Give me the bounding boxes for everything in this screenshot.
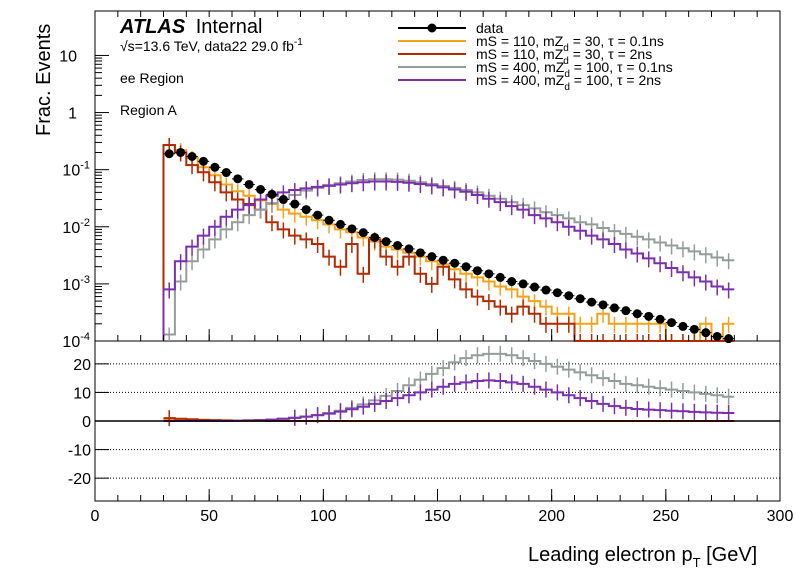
xtick-label-0: 0	[91, 508, 100, 525]
data-point-44	[667, 318, 677, 328]
data-point-26	[461, 262, 471, 272]
data-point-49	[724, 334, 734, 344]
data-point-41	[632, 309, 642, 319]
data-point-8	[256, 184, 266, 194]
data-point-10	[278, 195, 288, 205]
top-panel-frame	[94, 10, 781, 342]
data-point-18	[370, 232, 380, 242]
lumi-exponent: -1	[294, 37, 303, 48]
xtick-label-5: 250	[652, 508, 679, 525]
data-point-48	[712, 331, 722, 341]
bottom-panel-y-ticks: 20 10 0 -10 -20	[68, 357, 109, 488]
xtick-label-2: 100	[310, 508, 337, 525]
xtick-label-4: 200	[538, 508, 565, 525]
data-point-46	[689, 324, 699, 334]
xtick-label-6: 300	[767, 508, 794, 525]
data-point-3	[198, 156, 208, 166]
bottom-ytick-label-0: 20	[73, 357, 91, 374]
data-point-45	[678, 321, 688, 331]
data-point-38	[598, 300, 608, 310]
data-point-19	[381, 237, 391, 247]
data-point-4	[210, 162, 220, 172]
data-point-37	[587, 297, 597, 307]
legend-label-2: mS = 110, mZd = 30, τ = 2ns	[476, 46, 652, 67]
data-point-47	[701, 328, 711, 338]
data-point-33	[541, 285, 551, 295]
xtick-label-3: 150	[424, 508, 451, 525]
data-point-12	[301, 205, 311, 215]
data-point-5	[221, 168, 231, 178]
data-point-22	[415, 248, 425, 258]
top-ytick-label-0: 10-4	[62, 331, 90, 351]
y-axis-label: Frac. Events	[33, 24, 55, 136]
data-point-30	[507, 277, 517, 287]
top-ytick-label-3: 10-1	[62, 160, 90, 180]
top-ytick-label-4: 1	[68, 106, 77, 123]
data-point-28	[484, 269, 494, 279]
region-label-a: Region A	[120, 102, 177, 118]
bottom-ytick-label-2: 0	[82, 414, 91, 431]
bottom-ytick-label-4: -20	[68, 471, 91, 488]
data-point-32	[530, 282, 540, 292]
legend-label-3: mS = 400, mZd = 100, τ = 0.1ns	[476, 59, 673, 80]
legend-label-4: mS = 400, mZd = 100, τ = 2ns	[476, 72, 661, 93]
x-axis-label-sub: T	[693, 555, 701, 570]
atlas-logo-text: ATLAS	[119, 16, 186, 38]
energy-lumi-label: √s=13.6 TeV, data22 29.0 fb-1	[120, 37, 303, 54]
data-point-20	[393, 241, 403, 251]
x-axis-label: Leading electron pT [GeV]	[528, 544, 757, 570]
data-point-16	[347, 224, 357, 234]
data-point-43	[655, 314, 665, 324]
data-point-36	[575, 294, 585, 304]
data-point-6	[233, 174, 243, 184]
data-point-35	[564, 291, 574, 301]
top-ytick-label-2: 10-2	[62, 217, 90, 237]
top-panel-data-points	[163, 147, 735, 344]
x-axis-label-main: Leading electron p	[528, 544, 693, 566]
data-point-31	[518, 279, 528, 289]
legend-label-1: mS = 110, mZd = 30, τ = 0.1ns	[476, 33, 664, 54]
energy-lumi-text: =13.6 TeV, data22 29.0 fb	[135, 38, 294, 54]
data-point-7	[244, 179, 254, 189]
data-point-29	[495, 272, 505, 282]
atlas-label: ATLAS Internal	[119, 16, 262, 38]
legend-label-0: data	[476, 20, 503, 36]
region-label-ee: ee Region	[120, 70, 184, 86]
top-panel-series	[162, 138, 735, 342]
top-ytick-label-5: 10	[59, 48, 77, 65]
legend-marker-0	[427, 23, 437, 33]
data-point-23	[427, 252, 437, 262]
sqrt-s: √s	[120, 38, 135, 54]
data-point-11	[290, 199, 300, 209]
data-point-13	[313, 210, 323, 220]
data-point-21	[404, 244, 414, 254]
data-point-14	[324, 215, 334, 225]
x-axis-label-unit: [GeV]	[701, 544, 758, 566]
bottom-series-line-3	[163, 379, 735, 422]
bottom-ytick-label-1: 10	[73, 385, 91, 402]
data-point-17	[358, 228, 368, 238]
data-point-27	[472, 266, 482, 276]
data-point-2	[187, 152, 197, 162]
bottom-panel-series	[95, 345, 780, 427]
data-point-24	[438, 255, 448, 265]
xtick-label-1: 50	[200, 508, 218, 525]
data-point-0	[164, 149, 174, 159]
data-point-34	[552, 288, 562, 298]
data-point-25	[450, 258, 460, 268]
internal-label: Internal	[196, 16, 263, 38]
top-ytick-label-1: 10-3	[62, 274, 90, 294]
top-panel-y-ticks: 10-4 10-3 10-2 10-1 1 10	[59, 48, 109, 351]
bottom-ytick-label-3: -10	[68, 443, 91, 460]
data-point-1	[176, 147, 186, 157]
x-axis-ticks: 0 50 100 150 200 250 300	[91, 11, 794, 525]
data-point-15	[335, 219, 345, 229]
data-point-40	[621, 306, 631, 316]
data-point-42	[644, 311, 654, 321]
data-point-9	[267, 189, 277, 199]
data-point-39	[609, 303, 619, 313]
